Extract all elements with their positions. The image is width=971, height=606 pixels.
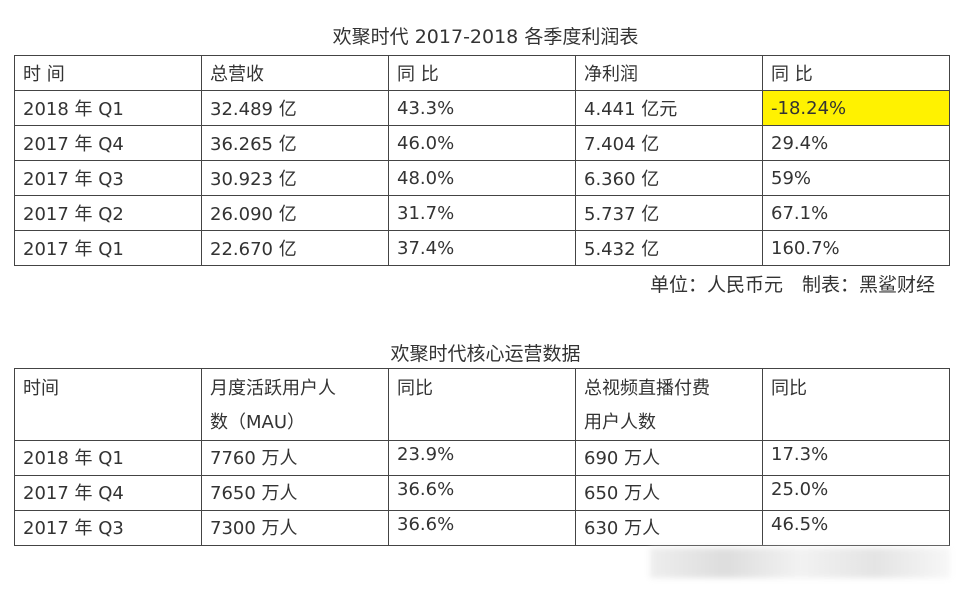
cell-text: 同比 xyxy=(771,378,807,399)
table-row: 2017 年 Q3 30.923 亿 48.0% 6.360 亿 59% xyxy=(14,160,950,196)
table-cell: 总视频直播付费用户人数 xyxy=(575,368,763,441)
cell-text: 同比 xyxy=(397,378,433,399)
table-cell: 6.360 亿 xyxy=(575,160,763,196)
table-row: 2017 年 Q3 7300 万人 36.6% 630 万人 46.5% xyxy=(14,510,950,546)
table-cell: 净利润 xyxy=(575,55,763,91)
table-cell: 同 比 xyxy=(762,55,950,91)
table-cell: 59% xyxy=(762,160,950,196)
table-cell: 2017 年 Q4 xyxy=(14,475,202,511)
table-row: 2017 年 Q4 36.265 亿 46.0% 7.404 亿 29.4% xyxy=(14,125,950,161)
table-cell: 2018 年 Q1 xyxy=(14,90,202,126)
table-cell: 17.3% xyxy=(762,440,950,476)
table-cell: 36.6% xyxy=(388,475,576,511)
table-note: 单位：人民币元 制表：黑鲨财经 xyxy=(649,274,935,296)
table-cell: 月度活跃用户人数（MAU） xyxy=(201,368,389,441)
table-cell: 30.923 亿 xyxy=(201,160,389,196)
table-cell: 同 比 xyxy=(388,55,576,91)
table-title: 欢聚时代核心运营数据 xyxy=(390,343,581,365)
profit-table: 时 间总营收同 比净利润同 比 2018 年 Q1 32.489 亿 43.3% 4.4… xyxy=(14,55,950,266)
table-cell: 67.1% xyxy=(762,195,950,231)
table-cell: 2018 年 Q1 xyxy=(14,440,202,476)
table-cell: 43.3% xyxy=(388,90,576,126)
table-cell: 总营收 xyxy=(201,55,389,91)
table-cell: 7.404 亿 xyxy=(575,125,763,161)
table-cell: 2017 年 Q2 xyxy=(14,195,202,231)
table-cell: 2017 年 Q4 xyxy=(14,125,202,161)
table-cell: 36.265 亿 xyxy=(201,125,389,161)
cell-text: 时间 xyxy=(23,378,59,399)
table-row: 2017 年 Q4 7650 万人 36.6% 650 万人 25.0% xyxy=(14,475,950,511)
cell-text: 总视频直播付费用户人数 xyxy=(584,378,710,433)
table-cell: 630 万人 xyxy=(575,510,763,546)
watermark xyxy=(650,548,950,578)
table-cell: 31.7% xyxy=(388,195,576,231)
table-cell: 48.0% xyxy=(388,160,576,196)
table-row: 时间 月度活跃用户人数（MAU） 同比 总视频直播付费用户人数 同比 xyxy=(14,368,950,441)
table-row: 时 间总营收同 比净利润同 比 xyxy=(14,55,950,91)
table-cell: 23.9% xyxy=(388,440,576,476)
table-cell: 同比 xyxy=(762,368,950,441)
table-row: 2017 年 Q1 22.670 亿 37.4% 5.432 亿 160.7% xyxy=(14,230,950,266)
table-cell: 7300 万人 xyxy=(201,510,389,546)
table-cell: 2017 年 Q3 xyxy=(14,510,202,546)
table-row: 2017 年 Q2 26.090 亿 31.7% 5.737 亿 67.1% xyxy=(14,195,950,231)
table-cell: 5.432 亿 xyxy=(575,230,763,266)
table-cell: 5.737 亿 xyxy=(575,195,763,231)
table-cell: 22.670 亿 xyxy=(201,230,389,266)
table-cell: -18.24% xyxy=(762,90,950,126)
table-cell: 26.090 亿 xyxy=(201,195,389,231)
table-cell: 46.5% xyxy=(762,510,950,546)
table-cell: 32.489 亿 xyxy=(201,90,389,126)
table-cell: 29.4% xyxy=(762,125,950,161)
table-cell: 2017 年 Q1 xyxy=(14,230,202,266)
table-cell: 7650 万人 xyxy=(201,475,389,511)
table-title: 欢聚时代 2017-2018 各季度利润表 xyxy=(332,26,639,48)
table-cell: 时间 xyxy=(14,368,202,441)
table-cell: 160.7% xyxy=(762,230,950,266)
table-cell: 46.0% xyxy=(388,125,576,161)
table-cell: 37.4% xyxy=(388,230,576,266)
cell-text: 月度活跃用户人数（MAU） xyxy=(210,378,336,433)
table-cell: 4.441 亿元 xyxy=(575,90,763,126)
table-cell: 650 万人 xyxy=(575,475,763,511)
table-row: 2018 年 Q1 7760 万人 23.9% 690 万人 17.3% xyxy=(14,440,950,476)
table-cell: 2017 年 Q3 xyxy=(14,160,202,196)
table-cell: 时 间 xyxy=(14,55,202,91)
table-cell: 7760 万人 xyxy=(201,440,389,476)
table-cell: 36.6% xyxy=(388,510,576,546)
operations-table: 时间 月度活跃用户人数（MAU） 同比 总视频直播付费用户人数 同比 2018 年 Q1 7… xyxy=(14,368,950,546)
table-row: 2018 年 Q1 32.489 亿 43.3% 4.441 亿元 -18.24% xyxy=(14,90,950,126)
table-cell: 690 万人 xyxy=(575,440,763,476)
table-cell: 同比 xyxy=(388,368,576,441)
table-cell: 25.0% xyxy=(762,475,950,511)
